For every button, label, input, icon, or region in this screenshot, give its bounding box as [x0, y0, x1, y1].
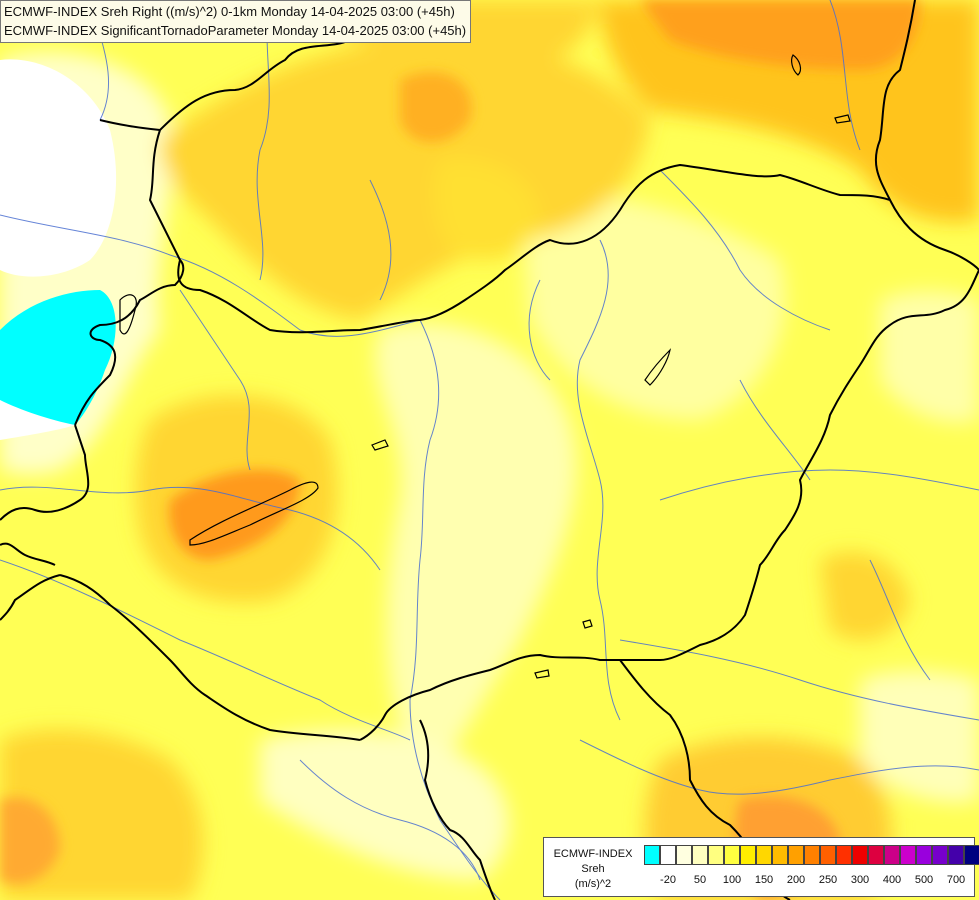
border-northeast [874, 0, 916, 201]
map-title-line-1: ECMWF-INDEX Sreh Right ((m/s)^2) 0-1km M… [4, 4, 455, 19]
legend-tick-label: 200 [786, 874, 806, 886]
legend-tick-label: 250 [818, 874, 838, 886]
border-austria [74, 259, 185, 426]
legend-swatch [708, 845, 724, 865]
lake-small-1 [371, 439, 389, 451]
legend-swatch [820, 845, 836, 865]
lake-ne-1 [791, 54, 802, 76]
legend-tick-label: 500 [914, 874, 934, 886]
legend-swatch [916, 845, 932, 865]
legend-tick-label: -20 [660, 874, 676, 886]
border-west-hungary [59, 574, 361, 741]
gold-region-north [160, 40, 650, 320]
legend-swatch [644, 845, 660, 865]
white-region-lower [0, 400, 75, 440]
lake-small-3 [534, 669, 550, 679]
legend-swatch [756, 845, 772, 865]
map-title-line-2: ECMWF-INDEX SignificantTornadoParameter … [4, 23, 467, 38]
legend-tick-label: 700 [946, 874, 966, 886]
gold-region-se [820, 552, 910, 640]
orange-core-sw [169, 469, 300, 560]
lake-balaton [189, 481, 319, 546]
legend-swatch [836, 845, 852, 865]
lake-neusiedl [119, 294, 137, 335]
border-top-west [99, 119, 161, 131]
orange-fields [0, 0, 920, 900]
legend-swatch [948, 845, 964, 865]
border-east [359, 269, 979, 741]
pale-region-south [260, 729, 509, 880]
legend-swatch [692, 845, 708, 865]
legend-tick-label: 300 [850, 874, 870, 886]
lake-small-2 [582, 619, 593, 629]
legend-swatches [644, 845, 979, 865]
legend-swatch [740, 845, 756, 865]
legend-swatch [772, 845, 788, 865]
legend-label-line-1: ECMWF-INDEX [553, 848, 633, 860]
orange-core-ne [640, 0, 920, 70]
pale-region-north [520, 194, 786, 420]
border-croatia [0, 574, 61, 621]
map-title-box: ECMWF-INDEX Sreh Right ((m/s)^2) 0-1km M… [0, 0, 472, 43]
legend-tick-label: 100 [722, 874, 742, 886]
orange-core-west [0, 797, 60, 884]
lake-tisza [644, 348, 671, 386]
legend-label-line-2: Sreh [581, 863, 605, 875]
cyan-region [0, 290, 116, 425]
legend-swatch [964, 845, 979, 865]
legend-swatch [804, 845, 820, 865]
pale-region-ne [880, 291, 979, 423]
legend-swatch [676, 845, 692, 865]
border-slovenia [0, 424, 90, 521]
legend-tick-label: 150 [754, 874, 774, 886]
lake-ne-2 [834, 114, 851, 124]
orange-core-north [400, 72, 472, 143]
legend-swatch [932, 845, 948, 865]
border-sw [0, 542, 56, 566]
legend-swatch [660, 845, 676, 865]
legend-swatch [900, 845, 916, 865]
legend-ticks: -20 50 100 150 200 250 300 400 500 700 [644, 874, 974, 890]
legend-label-line-3: (m/s)^2 [574, 878, 612, 890]
legend-swatch [852, 845, 868, 865]
legend-tick-label: 400 [882, 874, 902, 886]
pale-region-center [375, 322, 577, 780]
legend-swatch [724, 845, 740, 865]
lakes [119, 54, 851, 679]
color-legend: ECMWF-INDEX Sreh (m/s)^2 -20 50 100 150 200 2… [543, 837, 979, 897]
legend-swatch [868, 845, 884, 865]
gold-region-mid [433, 158, 540, 260]
legend-swatch [788, 845, 804, 865]
legend-tick-label: 50 [693, 874, 707, 886]
border-south-serbia [419, 719, 496, 900]
legend-swatch [884, 845, 900, 865]
border-northwest [149, 129, 979, 334]
white-region [0, 59, 117, 277]
